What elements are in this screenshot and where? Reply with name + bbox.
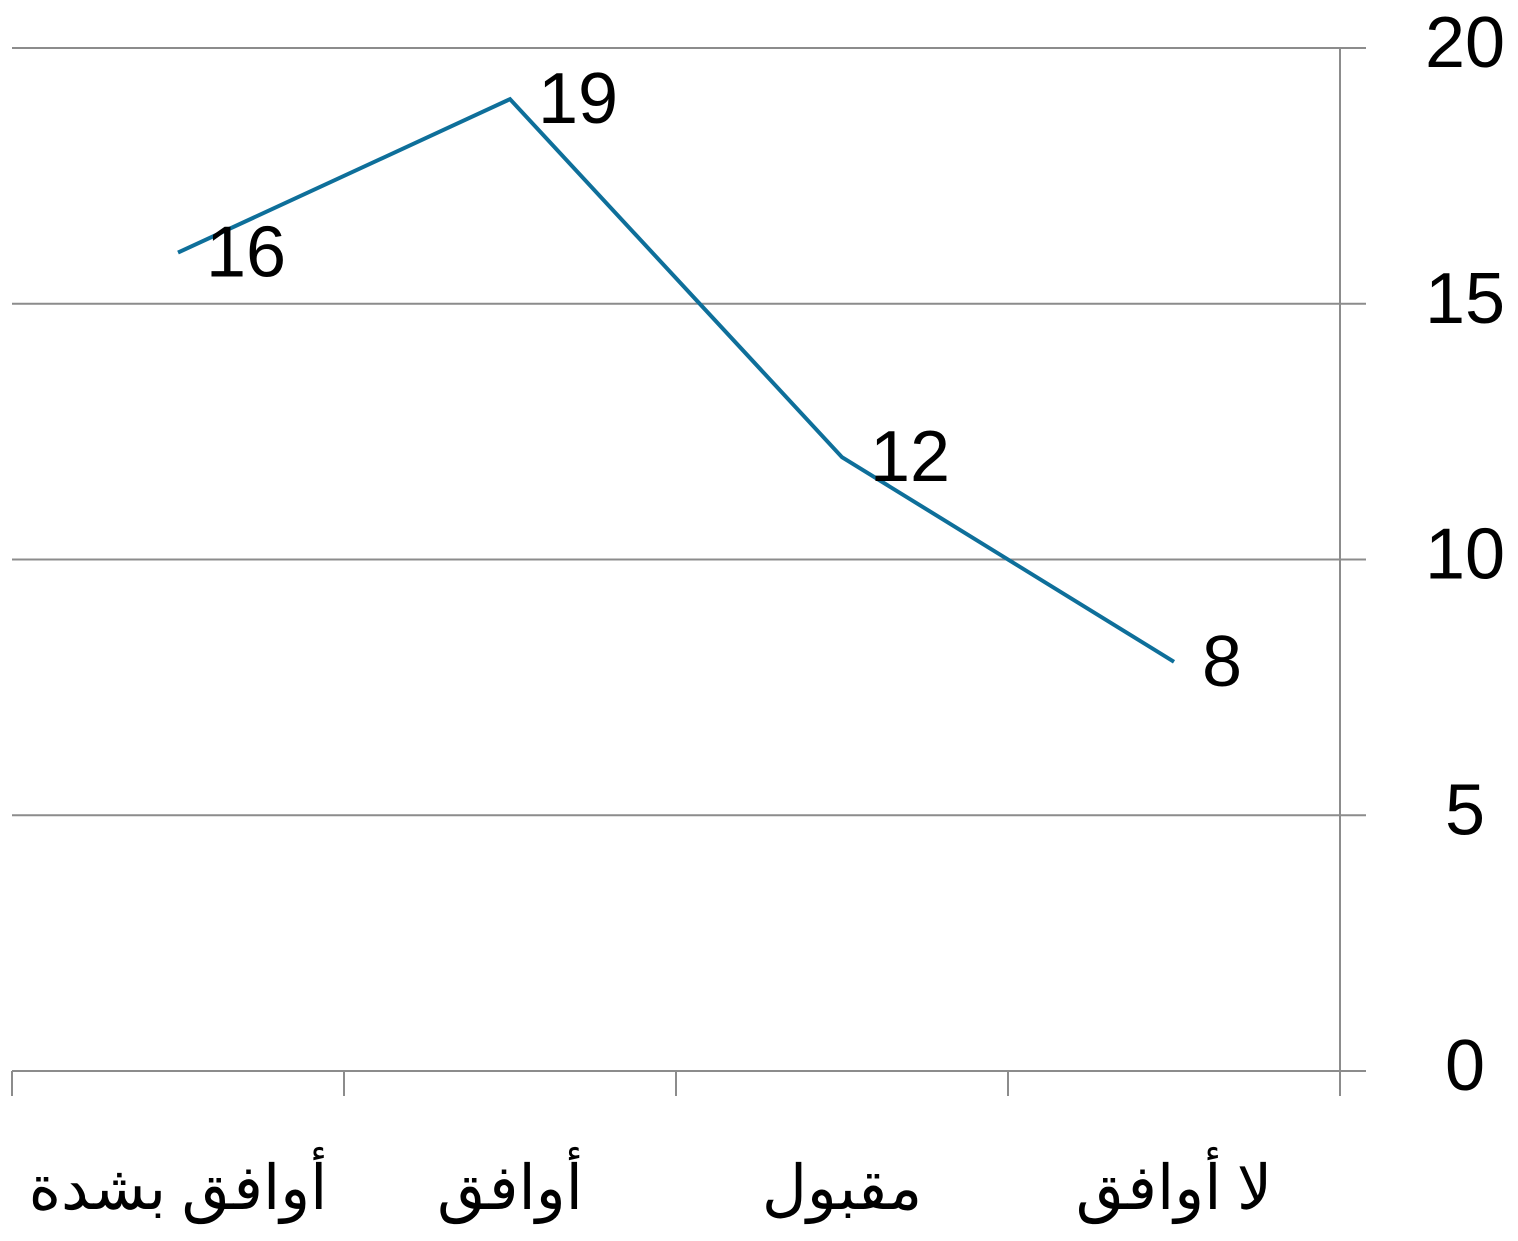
x-tick-label: أوافق بشدة: [29, 1146, 328, 1225]
data-line: [177, 96, 1176, 664]
data-label: 8: [1202, 622, 1242, 702]
y-tick-label: 15: [1425, 259, 1505, 339]
y-tick-label: 5: [1445, 770, 1485, 850]
y-tick-label: 20: [1425, 3, 1505, 83]
x-tick-label: أوافق: [437, 1146, 583, 1225]
y-tick-label: 10: [1425, 515, 1505, 595]
y-tick-label: 0: [1445, 1026, 1485, 1106]
x-tick-label: لا أوافق: [1076, 1146, 1273, 1225]
x-tick-label: مقبول: [762, 1155, 922, 1225]
data-label: 12: [870, 417, 950, 497]
data-label: 19: [538, 59, 618, 139]
data-label: 16: [206, 213, 286, 293]
